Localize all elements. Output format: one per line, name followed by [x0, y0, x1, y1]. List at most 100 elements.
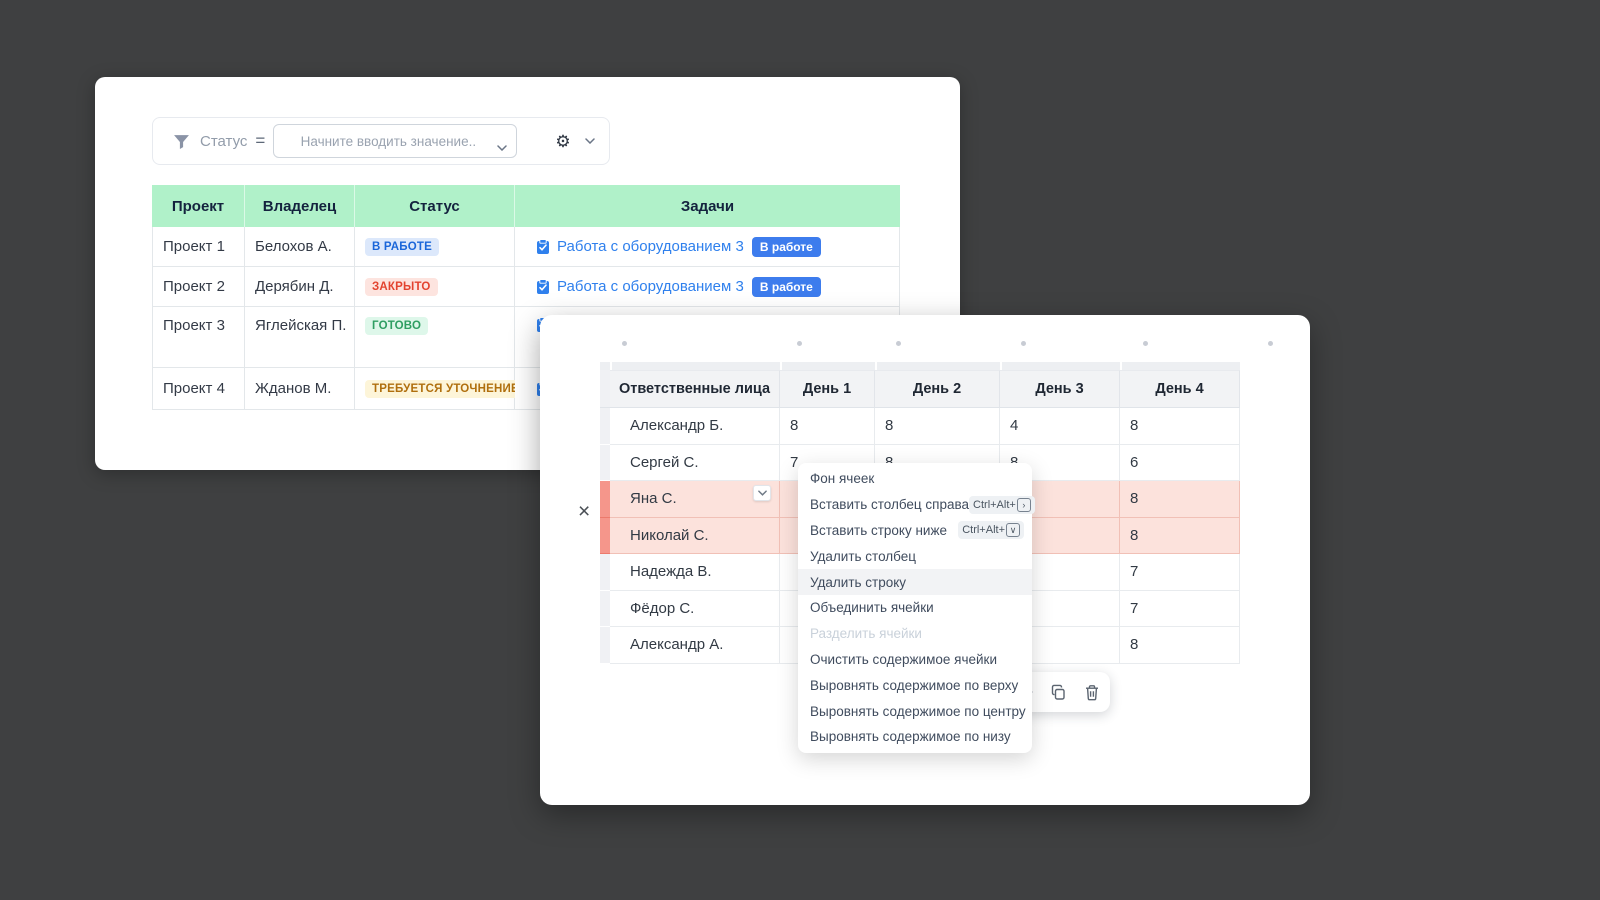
table-row: Александр Б. 8 8 4 8: [600, 408, 1240, 445]
responsible-cell[interactable]: Сергей С.: [610, 444, 780, 481]
projects-column-header: Проект: [152, 185, 245, 227]
menu-item-label: Разделить ячейки: [810, 626, 922, 642]
menu-item[interactable]: Вставить строку ниже Ctrl+Alt+ ∨: [798, 518, 1032, 544]
settings-gear-icon[interactable]: ⚙: [555, 131, 571, 151]
status-badge: ЗАКРЫТО: [365, 277, 438, 296]
day4-cell[interactable]: 8: [1120, 408, 1240, 445]
menu-item-label: Выровнять содержимое по центру: [810, 703, 1026, 719]
task-link[interactable]: Работа с оборудованием 3: [557, 278, 744, 295]
menu-item-label: Удалить столбец: [810, 548, 916, 564]
day1-cell[interactable]: 8: [780, 408, 875, 445]
column-resize-dot[interactable]: [896, 341, 901, 346]
filter-value-select[interactable]: Начните вводить значение..: [273, 124, 518, 158]
column-resize-dot[interactable]: [797, 341, 802, 346]
cell-dropdown-button[interactable]: [753, 485, 771, 501]
row-handle[interactable]: [600, 408, 610, 445]
responsible-cell[interactable]: Надежда В.: [610, 554, 780, 591]
responsible-cell[interactable]: Александр А.: [610, 627, 780, 664]
shortcut-badge: Ctrl+Alt+ ∨: [958, 521, 1024, 540]
owner-cell[interactable]: Яглейская П.: [245, 307, 355, 368]
schedule-column-header[interactable]: День 4: [1120, 370, 1240, 408]
task-status-badge: В работе: [751, 236, 821, 257]
responsible-cell[interactable]: Яна С.: [610, 481, 780, 518]
row-handle[interactable]: [600, 554, 610, 591]
task-link[interactable]: Работа с оборудованием 3: [557, 238, 744, 255]
schedule-window: Ответственные лица День 1 День 2 День 3 День…: [540, 315, 1310, 805]
menu-item-label: Удалить строку: [810, 574, 907, 590]
projects-column-header: Статус: [355, 185, 515, 227]
row-handle[interactable]: [600, 627, 610, 664]
filter-field-label: Статус: [200, 132, 248, 150]
project-cell[interactable]: Проект 2: [152, 267, 245, 307]
day4-cell[interactable]: 8: [1120, 517, 1240, 554]
menu-item[interactable]: Выровнять содержимое по центру: [798, 698, 1032, 724]
status-cell[interactable]: ТРЕБУЕТСЯ УТОЧНЕНИЕ: [355, 368, 526, 410]
day3-cell[interactable]: 4: [1000, 408, 1120, 445]
task-checklist-icon: [535, 238, 551, 255]
row-handle[interactable]: [600, 517, 610, 554]
project-cell[interactable]: Проект 1: [152, 227, 245, 267]
project-cell[interactable]: Проект 4: [152, 368, 245, 410]
schedule-column-header[interactable]: День 1: [780, 370, 875, 408]
shortcut-key-icon: ∨: [1006, 523, 1020, 538]
filter-bar: Статус = Начните вводить значение.. ⚙: [152, 117, 610, 165]
menu-item[interactable]: Удалить строку: [798, 569, 1032, 595]
day4-cell[interactable]: 8: [1120, 481, 1240, 518]
schedule-column-header[interactable]: День 3: [1000, 370, 1120, 408]
responsible-cell[interactable]: Фёдор С.: [610, 590, 780, 627]
owner-cell[interactable]: Белохов А.: [245, 227, 355, 267]
status-cell[interactable]: ГОТОВО: [355, 307, 515, 368]
shortcut-badge: Ctrl+Alt+ ›: [969, 495, 1035, 514]
column-resize-dot[interactable]: [622, 341, 627, 346]
tasks-cell[interactable]: Работа с оборудованием 3 В работе: [515, 267, 900, 307]
schedule-column-header[interactable]: День 2: [875, 370, 1000, 408]
projects-column-header: Задачи: [680, 197, 735, 215]
tasks-cell[interactable]: Работа с оборудованием 3 В работе: [515, 227, 900, 267]
row-handle[interactable]: [600, 444, 610, 481]
menu-item[interactable]: Выровнять содержимое по низу: [798, 724, 1032, 750]
row-handle[interactable]: [600, 481, 610, 518]
project-cell[interactable]: Проект 3: [152, 307, 245, 368]
projects-header-row: Проект Владелец Статус Задачи: [152, 185, 900, 227]
day2-cell[interactable]: 8: [875, 408, 1000, 445]
column-resize-dot[interactable]: [1021, 341, 1026, 346]
column-resize-dot[interactable]: [1143, 341, 1148, 346]
day4-cell[interactable]: 6: [1120, 444, 1240, 481]
copy-icon[interactable]: [1050, 684, 1067, 701]
menu-item[interactable]: Выровнять содержимое по верху: [798, 672, 1032, 698]
day4-cell[interactable]: 7: [1120, 590, 1240, 627]
status-cell[interactable]: В РАБОТЕ: [355, 227, 515, 267]
column-resize-dot[interactable]: [1268, 341, 1273, 346]
status-cell[interactable]: ЗАКРЫТО: [355, 267, 515, 307]
task-status-badge: В работе: [751, 276, 821, 297]
row-handle[interactable]: [600, 590, 610, 627]
responsible-cell[interactable]: Александр Б.: [610, 408, 780, 445]
settings-chevron-icon[interactable]: [584, 138, 595, 144]
filter-funnel-icon: [173, 134, 190, 149]
close-icon[interactable]: ×: [578, 500, 591, 523]
menu-item[interactable]: Объединить ячейки: [798, 595, 1032, 621]
shortcut-key-icon: ›: [1016, 497, 1031, 512]
menu-item-label: Очистить содержимое ячейки: [810, 651, 997, 667]
menu-item[interactable]: Разделить ячейки: [798, 621, 1032, 647]
menu-item[interactable]: Удалить столбец: [798, 543, 1032, 569]
schedule-column-header[interactable]: Ответственные лица: [610, 370, 780, 408]
owner-cell[interactable]: Жданов М.: [245, 368, 355, 410]
column-select-bar[interactable]: [600, 362, 1240, 370]
responsible-cell[interactable]: Николай С.: [610, 517, 780, 554]
trash-icon[interactable]: [1084, 684, 1100, 701]
menu-item[interactable]: Очистить содержимое ячейки: [798, 647, 1032, 673]
status-badge: ТРЕБУЕТСЯ УТОЧНЕНИЕ: [365, 379, 526, 398]
menu-item[interactable]: Вставить столбец справа Ctrl+Alt+ ›: [798, 492, 1035, 518]
corner-cell: [600, 370, 610, 408]
owner-cell[interactable]: Дерябин Д.: [245, 267, 355, 307]
chevron-down-icon: [497, 138, 508, 156]
table-row: Проект 1 Белохов А. В РАБОТЕ Работа с об…: [152, 227, 900, 267]
menu-item-label: Объединить ячейки: [810, 600, 934, 616]
menu-item[interactable]: Фон ячеек: [798, 466, 1032, 492]
filter-operator: =: [255, 131, 266, 150]
day4-cell[interactable]: 8: [1120, 627, 1240, 664]
day4-cell[interactable]: 7: [1120, 554, 1240, 591]
menu-item-label: Выровнять содержимое по верху: [810, 677, 1019, 693]
task-checklist-icon: [535, 278, 551, 295]
